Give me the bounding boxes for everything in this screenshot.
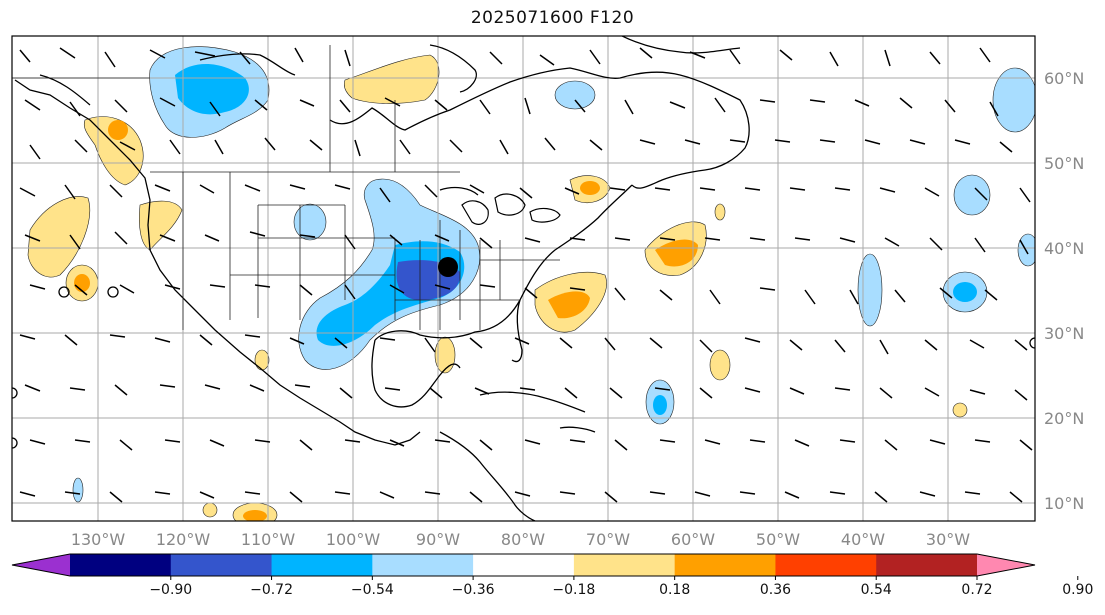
colorbar-tick-label: 0.36 xyxy=(760,582,791,598)
colorbar xyxy=(11,553,1036,577)
colorbar-tick-label: −0.36 xyxy=(452,582,495,598)
lon-label: 30°W xyxy=(926,530,970,549)
lat-label: 60°N xyxy=(1044,69,1084,88)
anomaly-fill-layer xyxy=(27,46,1035,521)
lon-label: 50°W xyxy=(756,530,800,549)
great-lakes xyxy=(439,186,561,225)
colorbar-bin xyxy=(170,554,273,576)
lat-label: 50°N xyxy=(1044,154,1084,173)
colorbar-labels: −0.90 −0.72 −0.54 −0.36 −0.18 0.18 0.36 0.54 0.7… xyxy=(149,576,1093,598)
colorbar-tick-label: 0.18 xyxy=(659,582,690,598)
wind-barbs xyxy=(19,47,1033,503)
lon-label: 110°W xyxy=(241,530,296,549)
lat-label: 20°N xyxy=(1044,409,1084,428)
colorbar-tick-label: −0.54 xyxy=(351,582,394,598)
map-border xyxy=(11,35,1036,522)
longitude-labels: 130°W 120°W 110°W 100°W 90°W 80°W 70°W 6… xyxy=(71,530,970,549)
lon-label: 60°W xyxy=(671,530,715,549)
colorbar-bin xyxy=(473,554,575,576)
lat-label: 40°N xyxy=(1044,239,1084,258)
lon-label: 80°W xyxy=(501,530,545,549)
lon-label: 120°W xyxy=(156,530,211,549)
colorbar-tick-label: 0.90 xyxy=(1062,582,1093,598)
colorbar-bin xyxy=(775,554,877,576)
colorbar-bin xyxy=(573,554,676,576)
map-title: 2025071600 F120 xyxy=(470,8,635,28)
coastlines xyxy=(14,36,750,521)
colorbar-tick-label: −0.72 xyxy=(250,582,293,598)
lon-label: 90°W xyxy=(416,530,460,549)
political-borders xyxy=(12,45,560,330)
lat-label: 30°N xyxy=(1044,324,1084,343)
colorbar-outline xyxy=(11,553,1036,577)
lon-label: 70°W xyxy=(586,530,630,549)
colorbar-bin xyxy=(674,554,776,576)
colorbar-tick-label: −0.18 xyxy=(552,582,595,598)
colorbar-bin xyxy=(372,554,474,576)
colorbar-extend-high xyxy=(977,554,1035,576)
colorbar-bin xyxy=(876,554,978,576)
colorbar-tick-label: −0.90 xyxy=(149,582,192,598)
lon-label: 130°W xyxy=(71,530,126,549)
colorbar-tick-label: 0.72 xyxy=(961,582,992,598)
colorbar-bin xyxy=(271,554,373,576)
colorbar-extend-low xyxy=(12,554,70,576)
point-marker xyxy=(438,257,458,277)
colorbar-bin xyxy=(70,554,172,576)
lon-label: 100°W xyxy=(326,530,381,549)
graticule xyxy=(12,36,1035,521)
lon-label: 40°W xyxy=(841,530,885,549)
latitude-labels: 60°N 50°N 40°N 30°N 20°N 10°N xyxy=(1044,69,1084,513)
island-outlines xyxy=(12,286,1035,449)
colorbar-tick-label: 0.54 xyxy=(861,582,892,598)
lat-label: 10°N xyxy=(1044,494,1084,513)
